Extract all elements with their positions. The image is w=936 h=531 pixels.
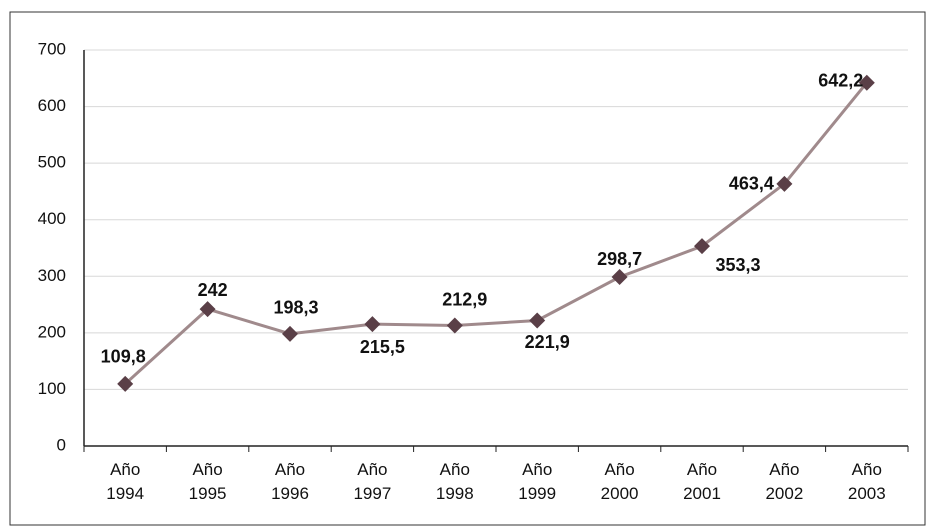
marker (611, 269, 628, 286)
y-tick-label: 0 (57, 435, 66, 454)
y-tick-label: 400 (38, 209, 66, 228)
y-tick-label: 300 (38, 266, 66, 285)
x-tick-label: Año 2000 (600, 460, 639, 503)
x-tick-label: Año 2002 (765, 460, 804, 503)
value-label: 198,3 (273, 298, 318, 318)
frame (9, 11, 926, 526)
x-tick-label: Año 1997 (353, 460, 392, 503)
y-tick-label: 200 (38, 322, 66, 341)
value-label: 463,4 (729, 174, 774, 194)
value-label: 298,7 (597, 249, 642, 269)
value-label: 109,8 (101, 347, 146, 367)
y-tick-label: 100 (38, 379, 66, 398)
marker (529, 312, 546, 329)
x-tick-label: Año 1994 (106, 460, 145, 503)
marker (776, 175, 793, 192)
x-tick-label: Año 2001 (683, 460, 721, 503)
x-tick-label: Año 1998 (435, 460, 474, 503)
x-tick-label: Año 1996 (271, 460, 309, 503)
marker (446, 317, 463, 334)
marker (694, 238, 710, 255)
marker (858, 74, 875, 91)
marker (364, 316, 381, 333)
x-tick-label: Año 2003 (847, 460, 886, 503)
line (124, 81, 868, 385)
marker (199, 301, 216, 318)
value-label: 212,9 (442, 289, 487, 309)
value-label: 242 (198, 280, 228, 300)
value-label: 215,5 (360, 337, 405, 357)
y-tick-label: 500 (38, 153, 66, 172)
marker (282, 325, 298, 342)
value-label: 221,9 (525, 332, 570, 352)
value-label: 353,3 (715, 255, 760, 275)
x-tick-label: Año 1999 (518, 460, 557, 503)
marker (117, 375, 134, 392)
y-tick-label: 600 (38, 96, 66, 115)
value-label: 642,2 (818, 70, 863, 90)
y-tick-label: 700 (38, 39, 66, 58)
x-tick-label: Año 1995 (188, 460, 227, 503)
